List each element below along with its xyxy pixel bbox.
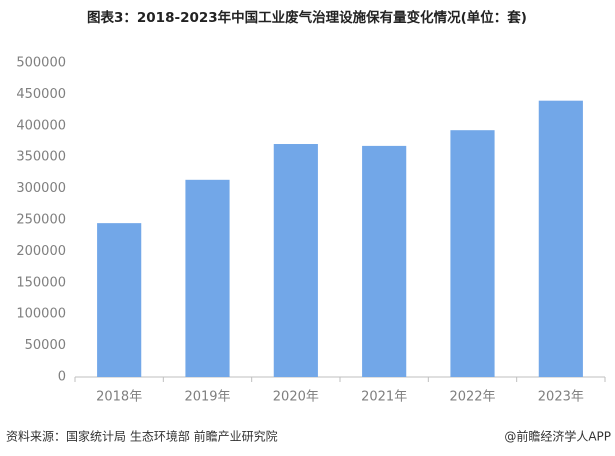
x-tick-label: 2022年 (449, 390, 495, 405)
x-tick-label: 2021年 (361, 390, 407, 405)
y-tick-label: 0 (58, 370, 66, 385)
bar (185, 179, 230, 377)
y-tick-label: 100000 (16, 307, 66, 322)
x-tick-label: 2020年 (273, 390, 319, 405)
y-tick-label: 350000 (16, 150, 66, 165)
y-tick-label: 450000 (16, 87, 66, 102)
bar (362, 145, 407, 377)
bar (97, 223, 142, 377)
y-tick-label: 50000 (25, 338, 66, 353)
x-tick-label: 2019年 (184, 390, 230, 405)
y-tick-label: 500000 (16, 56, 66, 71)
y-tick-label: 250000 (16, 213, 66, 228)
bar (273, 144, 318, 377)
y-tick-label: 400000 (16, 118, 66, 133)
source: 资料来源：国家统计局 生态环境部 前瞻产业研究院 (6, 429, 278, 444)
credit: @前瞻经济学人APP (504, 429, 611, 444)
chart-title: 图表3：2018-2023年中国工业废气治理设施保有量变化情况(单位：套) (87, 9, 527, 26)
y-tick-label: 200000 (16, 244, 66, 259)
y-tick-label: 300000 (16, 181, 66, 196)
bar (450, 130, 495, 377)
x-tick-label: 2018年 (96, 390, 142, 405)
bar (538, 100, 583, 378)
x-tick-label: 2023年 (538, 390, 584, 405)
y-tick-label: 150000 (16, 275, 66, 290)
